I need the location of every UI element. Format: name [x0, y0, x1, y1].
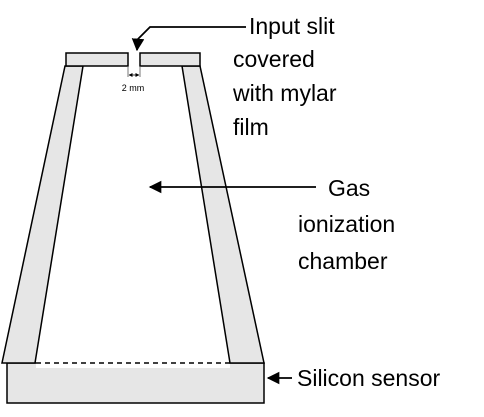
chamber-label: Gas ionization chamber: [298, 175, 402, 274]
slit-width-label: 2 mm: [122, 83, 145, 93]
silicon-sensor-label: Silicon sensor: [297, 365, 441, 391]
silicon-sensor-block: [6, 362, 265, 404]
left-chamber-wall: [1, 65, 84, 364]
arrow-icon: [131, 26, 246, 52]
input-slit-label: Input slit covered with mylar film: [232, 13, 343, 140]
sensor-window: [36, 360, 230, 368]
top-plate-left: [65, 52, 129, 67]
right-chamber-wall: [181, 65, 265, 364]
top-plate-right: [139, 52, 201, 67]
